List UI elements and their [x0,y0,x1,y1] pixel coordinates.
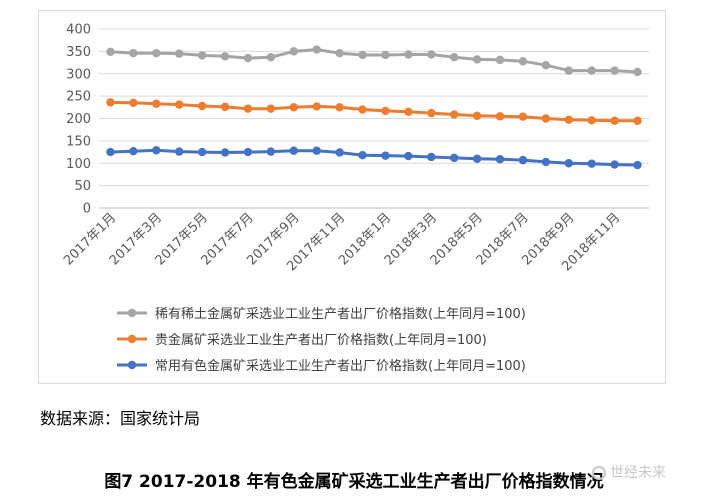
y-tick-label: 200 [66,112,91,127]
data-point [358,150,367,160]
legend-swatch-marker [127,360,137,370]
data-point [220,52,230,61]
chart-frame: 0 50 100 150 200 250 300 350 400 2017年1月 2017年3月 20… [38,10,666,384]
y-tick-label: 0 [83,202,91,217]
data-point [243,104,253,113]
data-point [495,112,505,121]
data-point [381,106,390,116]
data-point [587,66,596,75]
figure-caption: 图7 2017-2018 年有色金属矿采选工业生产者出厂价格指数情况 [104,472,604,492]
data-point [312,45,321,54]
legend-label: 贵金属矿采选业工业生产者出厂价格指数(上年同月=100) [155,332,487,348]
data-point [152,48,161,58]
data-point [197,51,207,60]
data-point [427,50,436,59]
data-point [495,55,505,65]
data-point [518,155,528,165]
data-point [404,50,413,59]
data-point [564,66,573,75]
data-point [358,105,367,114]
data-point [541,61,551,70]
data-point [266,104,276,113]
data-point [335,148,344,157]
data-point [427,152,436,162]
data-point [472,111,482,121]
data-point [175,49,184,58]
data-point [266,147,276,156]
data-point [197,147,207,157]
data-point [335,103,344,112]
data-point [633,160,642,170]
data-point [518,57,528,66]
data-point [472,154,482,163]
line-chart: 0501001502002503003504002017年1月2017年3月20… [61,23,649,374]
y-tick-label: 100 [66,157,91,172]
source-note: 数据来源：国家统计局 [40,409,201,428]
series-line [110,100,638,123]
data-point [129,146,138,156]
data-point [289,146,298,155]
legend-label: 常用有色金属矿采选业工业生产者出厂价格指数(上年同月=100) [155,358,526,374]
data-point [152,99,161,108]
data-point [518,112,528,121]
watermark: 世经未来 [592,462,666,482]
data-point [106,47,115,57]
data-point [289,47,298,56]
legend-label: 稀有稀土金属矿采选业工业生产者出厂价格指数(上年同月=100) [155,306,526,322]
data-point [358,50,367,60]
data-point [450,153,459,163]
data-point [381,151,390,160]
y-tick-label: 150 [66,134,91,149]
data-point [197,101,207,111]
watermark-logo-icon [592,466,606,480]
data-point [335,48,344,58]
data-point [633,67,642,77]
data-point [633,116,642,125]
data-point [220,148,230,157]
data-point [243,53,253,63]
data-point [610,116,619,125]
data-point [312,102,321,111]
data-point [404,151,413,161]
data-point [427,108,436,118]
data-point [266,52,276,62]
data-point [129,98,138,108]
data-point [587,159,596,168]
y-tick-label: 250 [66,90,91,105]
data-point [587,116,596,125]
data-point [381,50,390,60]
data-point [175,100,184,109]
y-tick-label: 350 [66,45,91,60]
y-tick-label: 50 [74,179,91,194]
data-point [243,147,253,157]
watermark-text: 世经未来 [610,465,666,481]
data-point [289,103,298,112]
data-point [152,146,161,155]
legend-swatch-marker [127,308,137,318]
data-point [106,98,115,107]
data-point [175,147,184,156]
data-point [312,146,321,155]
legend-swatch-marker [127,334,137,344]
data-point [564,115,573,125]
data-point [404,107,413,116]
data-point [106,147,115,157]
data-point [541,114,551,123]
data-point [450,110,459,119]
data-point [610,160,619,169]
data-point [450,52,459,62]
data-point [129,48,138,58]
data-point [472,55,482,64]
y-tick-label: 300 [66,67,91,82]
data-point [220,102,230,112]
data-point [541,157,551,167]
series-line [110,48,638,74]
data-point [495,155,505,164]
data-point [564,159,573,168]
y-tick-label: 400 [66,23,91,38]
data-point [610,66,619,75]
